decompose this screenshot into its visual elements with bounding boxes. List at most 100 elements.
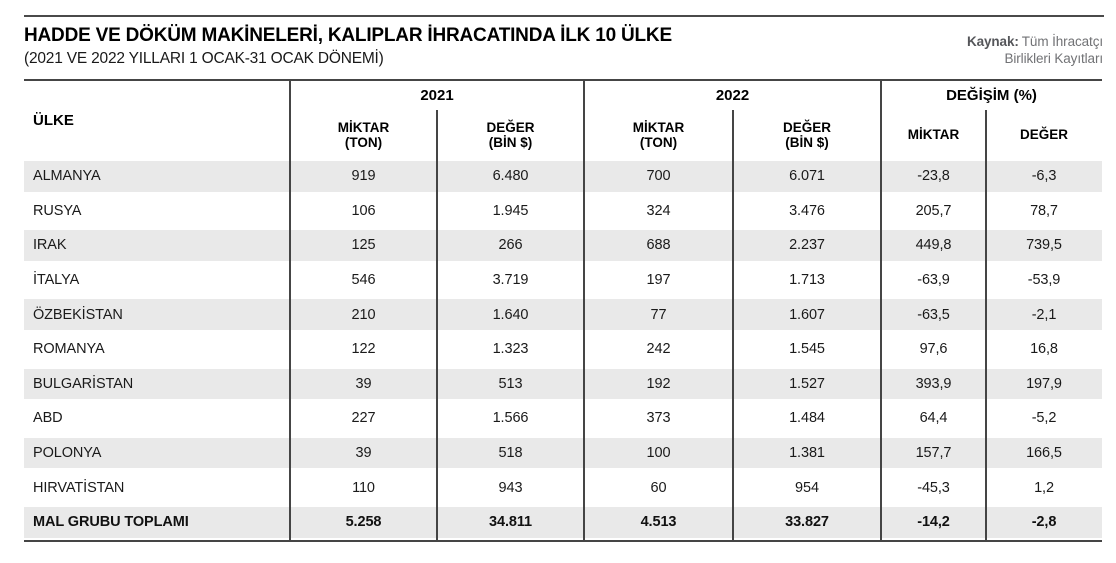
country-cell: HIRVATİSTAN: [24, 470, 290, 505]
value-cell: 739,5: [986, 228, 1102, 263]
value-cell: 106: [290, 193, 437, 229]
country-cell: ABD: [24, 401, 290, 436]
value-cell: 205,7: [881, 193, 986, 229]
total-row: MAL GRUBU TOPLAMI 5.258 34.811 4.513 33.…: [24, 504, 1102, 540]
table-row: POLONYA 39 518 100 1.381 157,7 166,5: [24, 435, 1102, 471]
total-label-cell: MAL GRUBU TOPLAMI: [24, 504, 290, 540]
data-table-wrap: ÜLKE 2021 2022 DEĞİŞİM (%) MİKTAR (TON) D…: [24, 79, 1102, 542]
table-row: ABD 227 1.566 373 1.484 64,4 -5,2: [24, 401, 1102, 436]
value-cell: 6.071: [733, 159, 881, 194]
value-cell: 943: [437, 470, 584, 505]
source-text-2: Birlikleri Kayıtları: [1004, 51, 1103, 66]
top-rule-divider: [24, 15, 1104, 17]
value-cell: 324: [584, 193, 733, 229]
country-cell: POLONYA: [24, 435, 290, 471]
value-cell: -23,8: [881, 159, 986, 194]
value-cell: 1.527: [733, 366, 881, 402]
source-label: Kaynak:: [966, 34, 1019, 49]
value-cell: 1.566: [437, 401, 584, 436]
country-cell: IRAK: [24, 228, 290, 263]
value-cell: 954: [733, 470, 881, 505]
country-cell: ROMANYA: [24, 331, 290, 367]
value-cell: 192: [584, 366, 733, 402]
value-cell: -14,2: [881, 504, 986, 540]
table-row: İTALYA 546 3.719 197 1.713 -63,9 -53,9: [24, 262, 1102, 298]
value-cell: 1.713: [733, 262, 881, 298]
value-cell: 266: [437, 228, 584, 263]
value-cell: 513: [437, 366, 584, 402]
value-cell: 197: [584, 262, 733, 298]
group-header-row: ÜLKE 2021 2022 DEĞİŞİM (%): [24, 81, 1102, 129]
value-cell: 1.545: [733, 331, 881, 367]
column-header-2022-amount: MİKTAR (TON): [632, 119, 685, 150]
value-cell: -63,9: [881, 262, 986, 298]
value-cell: 77: [584, 297, 733, 332]
value-cell: -45,3: [881, 470, 986, 505]
table-row: ROMANYA 122 1.323 242 1.545 97,6 16,8: [24, 331, 1102, 367]
value-cell: 6.480: [437, 159, 584, 194]
source-note: Kaynak: Tüm İhracatçı Birlikleri Kayıtlar…: [967, 33, 1103, 67]
value-cell: 64,4: [881, 401, 986, 436]
value-cell: 1.323: [437, 331, 584, 367]
value-cell: 373: [584, 401, 733, 436]
value-cell: 78,7: [986, 193, 1102, 229]
source-line-1: Kaynak: Tüm İhracatçı: [967, 33, 1103, 50]
value-cell: 39: [290, 366, 437, 402]
value-cell: -2,8: [986, 504, 1102, 540]
column-header-2021-value: DEĞER (BİN $): [486, 119, 535, 150]
group-header-2021: 2021: [420, 87, 454, 104]
column-divider: [880, 81, 882, 540]
country-cell: BULGARİSTAN: [24, 366, 290, 402]
value-cell: 33.827: [733, 504, 881, 540]
value-cell: -63,5: [881, 297, 986, 332]
column-divider: [289, 81, 291, 540]
country-cell: RUSYA: [24, 193, 290, 229]
value-cell: 3.476: [733, 193, 881, 229]
value-cell: 393,9: [881, 366, 986, 402]
value-cell: 1.484: [733, 401, 881, 436]
value-cell: 122: [290, 331, 437, 367]
column-divider: [985, 110, 987, 540]
value-cell: -5,2: [986, 401, 1102, 436]
value-cell: 1.381: [733, 435, 881, 471]
column-header-country: ÜLKE: [33, 111, 74, 129]
value-cell: 110: [290, 470, 437, 505]
sub-header-row: MİKTAR (TON) DEĞER (BİN $) MİKTAR (TON) DEĞ…: [24, 110, 1102, 159]
value-cell: 4.513: [584, 504, 733, 540]
value-cell: -2,1: [986, 297, 1102, 332]
header-block: HADDE VE DÖKÜM MAKİNELERİ, KALIPLAR İHRA…: [24, 25, 672, 68]
value-cell: 2.237: [733, 228, 881, 263]
value-cell: 166,5: [986, 435, 1102, 471]
value-cell: 197,9: [986, 366, 1102, 402]
page-subtitle: (2021 VE 2022 YILLARI 1 OCAK-31 OCAK DÖN…: [24, 50, 384, 67]
source-text-1: Tüm İhracatçı: [1021, 34, 1103, 49]
value-cell: 700: [584, 159, 733, 194]
value-cell: 449,8: [881, 228, 986, 263]
column-divider: [436, 110, 438, 540]
column-header-change-amount: MİKTAR: [907, 127, 960, 142]
value-cell: 227: [290, 401, 437, 436]
page-title: HADDE VE DÖKÜM MAKİNELERİ, KALIPLAR İHRA…: [24, 25, 672, 46]
country-cell: ALMANYA: [24, 159, 290, 194]
value-cell: 3.719: [437, 262, 584, 298]
column-divider: [583, 81, 585, 540]
value-cell: 688: [584, 228, 733, 263]
table-row: ALMANYA 919 6.480 700 6.071 -23,8 -6,3: [24, 159, 1102, 194]
value-cell: 546: [290, 262, 437, 298]
table-row: BULGARİSTAN 39 513 192 1.527 393,9 197,9: [24, 366, 1102, 402]
value-cell: -6,3: [986, 159, 1102, 194]
column-header-change-value: DEĞER: [1019, 127, 1068, 142]
group-header-2022: 2022: [715, 87, 750, 104]
value-cell: 919: [290, 159, 437, 194]
value-cell: 157,7: [881, 435, 986, 471]
country-cell: ÖZBEKİSTAN: [24, 297, 290, 332]
table-row: HIRVATİSTAN 110 943 60 954 -45,3 1,2: [24, 470, 1102, 505]
value-cell: 518: [437, 435, 584, 471]
value-cell: -53,9: [986, 262, 1102, 298]
export-data-table: ÜLKE 2021 2022 DEĞİŞİM (%) MİKTAR (TON) D…: [24, 81, 1102, 540]
group-header-change: DEĞİŞİM (%): [946, 87, 1037, 104]
column-header-2021-amount: MİKTAR (TON): [337, 119, 390, 150]
value-cell: 39: [290, 435, 437, 471]
value-cell: 1.607: [733, 297, 881, 332]
